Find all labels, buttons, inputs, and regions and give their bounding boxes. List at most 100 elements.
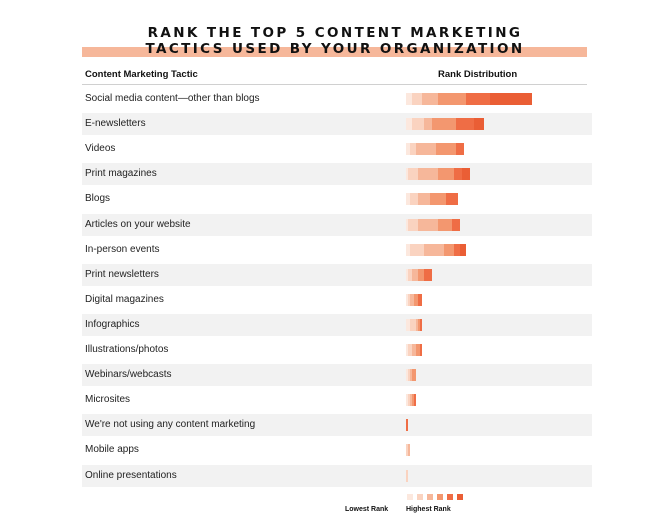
category-label: E-newsletters	[85, 118, 146, 130]
chart-row: Infographics	[82, 313, 592, 336]
bar-segment-rank-3	[418, 318, 420, 331]
bar-segment-rank-3	[418, 268, 424, 281]
bar-segment-rank-2	[420, 344, 422, 356]
category-label: In-person events	[85, 243, 160, 255]
bar-segment-rank-2	[454, 243, 460, 256]
chart-title-line-1: RANK THE TOP 5 CONTENT MARKETING	[147, 25, 523, 41]
category-label: Online presentations	[85, 469, 177, 481]
category-label: Illustrations/photos	[85, 344, 169, 355]
chart-row: Illustrations/photos	[82, 339, 592, 361]
bar-segment-rank-5	[410, 143, 416, 156]
bar-segment-rank-2	[454, 168, 462, 181]
legend-highest-rank-label: Highest Rank	[406, 506, 451, 513]
bar-segment-rank-6	[406, 344, 408, 356]
chart-row: Social media content—other than blogs	[82, 88, 592, 110]
bar-segment-rank-3	[438, 168, 454, 181]
chart-row: In-person events	[82, 239, 592, 261]
bar-segment-rank-3	[430, 193, 446, 206]
chart-row: Webinars/webcasts	[82, 364, 592, 387]
chart-row: E-newsletters	[82, 113, 592, 136]
bar-segment-rank-3	[416, 344, 420, 356]
bar-segment-rank-6	[406, 168, 408, 181]
chart-row: Blogs	[82, 188, 592, 210]
category-label: Infographics	[85, 318, 140, 330]
bar-segment-rank-6	[406, 318, 410, 331]
header-divider	[82, 84, 587, 85]
legend-swatch-rank-4	[427, 494, 433, 500]
category-label: Mobile apps	[85, 444, 139, 456]
category-label: Print magazines	[85, 168, 157, 180]
bar-segment-rank-4	[424, 243, 444, 256]
bar-segment-rank-3	[432, 118, 456, 131]
bar-segment-rank-3	[412, 394, 414, 407]
bar-segment-rank-5	[406, 469, 408, 482]
bar-segment-rank-4	[418, 193, 430, 206]
chart-row: Print newsletters	[82, 263, 592, 286]
bar-segment-rank-4	[418, 218, 438, 231]
bar-segment-rank-2	[406, 419, 408, 432]
bar-segment-rank-1	[490, 93, 532, 105]
chart-row: Mobile apps	[82, 439, 592, 461]
bar-segment-rank-4	[410, 293, 414, 306]
bar-segment-rank-3	[438, 218, 452, 231]
bar-segment-rank-4	[410, 369, 412, 382]
bar-segment-rank-5	[408, 394, 410, 407]
category-label: Blogs	[85, 193, 111, 205]
bar-segment-rank-4	[408, 444, 410, 457]
bar-segment-rank-4	[418, 168, 438, 181]
bar-segment-rank-5	[406, 444, 408, 457]
bar-segment-rank-6	[406, 218, 408, 231]
legend-swatch-rank-6	[407, 494, 413, 500]
bar-segment-rank-6	[406, 243, 410, 256]
bar-segment-rank-6	[406, 93, 412, 105]
chart-row: Microsites	[82, 389, 592, 411]
bar-segment-rank-5	[412, 118, 424, 131]
bar-segment-rank-2	[466, 93, 490, 105]
bar-segment-rank-3	[438, 93, 466, 105]
bar-segment-rank-2	[418, 293, 422, 306]
bar-segment-rank-5	[410, 243, 424, 256]
legend-swatch-rank-5	[417, 494, 423, 500]
title-highlight-band	[82, 47, 587, 57]
legend-swatch-rank-1	[457, 494, 463, 500]
category-label: Print newsletters	[85, 268, 159, 280]
bar-segment-rank-3	[412, 369, 416, 382]
bar-segment-rank-3	[444, 243, 454, 256]
bar-segment-rank-6	[406, 293, 408, 306]
bar-segment-rank-2	[456, 118, 474, 131]
bar-segment-rank-6	[406, 193, 410, 206]
category-label: Digital magazines	[85, 293, 164, 305]
bar-segment-rank-6	[406, 268, 408, 281]
chart-row: Digital magazines	[82, 289, 592, 311]
chart-row: Online presentations	[82, 464, 592, 487]
bar-segment-rank-5	[408, 293, 410, 306]
chart-row: We're not using any content marketing	[82, 414, 592, 437]
bar-segment-rank-5	[410, 193, 418, 206]
bar-segment-rank-4	[412, 268, 418, 281]
bar-segment-rank-5	[410, 318, 416, 331]
bar-segment-rank-2	[424, 268, 432, 281]
chart-row: Print magazines	[82, 163, 592, 186]
chart-title-line-2: TACTICS USED BY YOUR ORGANIZATION	[145, 41, 525, 57]
bar-segment-rank-4	[412, 344, 416, 356]
bar-segment-rank-2	[414, 394, 416, 407]
bar-segment-rank-3	[414, 293, 418, 306]
chart-row: Articles on your website	[82, 213, 592, 236]
bar-segment-rank-3	[436, 143, 456, 156]
category-label: Webinars/webcasts	[85, 369, 172, 381]
legend-swatch-rank-3	[437, 494, 443, 500]
bar-segment-rank-1	[460, 243, 466, 256]
bar-segment-rank-1	[474, 118, 484, 131]
bar-segment-rank-4	[424, 118, 432, 131]
bar-segment-rank-2	[420, 318, 422, 331]
bar-segment-rank-2	[446, 193, 458, 206]
category-label: Articles on your website	[85, 218, 191, 230]
bar-segment-rank-4	[416, 318, 418, 331]
category-label: We're not using any content marketing	[85, 419, 256, 431]
bar-segment-rank-5	[412, 93, 422, 105]
bar-segment-rank-5	[408, 218, 418, 231]
column-header-tactic: Content Marketing Tactic	[85, 69, 198, 80]
column-header-rank-distribution: Rank Distribution	[438, 69, 518, 80]
bar-segment-rank-6	[406, 369, 408, 382]
bar-segment-rank-6	[406, 118, 412, 131]
